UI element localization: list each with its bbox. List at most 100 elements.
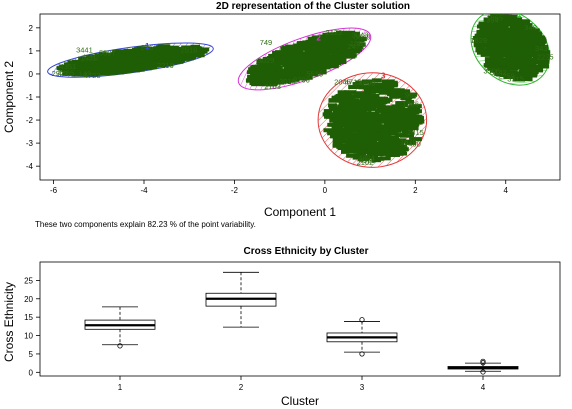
cluster-4-point bbox=[534, 39, 547, 44]
cluster-1-point bbox=[62, 65, 76, 70]
cluster-3-point bbox=[381, 99, 391, 104]
cluster-3-point bbox=[353, 145, 366, 150]
cluster-1-point bbox=[132, 48, 144, 53]
cluster-3-point bbox=[361, 132, 373, 137]
scatter-y-tick-label: -3 bbox=[26, 139, 34, 148]
cluster-3-point bbox=[364, 121, 373, 126]
cluster-3-point bbox=[385, 152, 397, 157]
box-cluster-4 bbox=[447, 358, 519, 375]
cluster-2-point bbox=[355, 38, 365, 43]
boxplot-x-label: Cluster bbox=[281, 394, 319, 408]
box-cluster-1 bbox=[84, 306, 156, 349]
cluster-3-point bbox=[371, 83, 381, 88]
cluster-4-point bbox=[520, 77, 533, 82]
cluster-3-point bbox=[346, 113, 356, 118]
cluster-4-point bbox=[495, 61, 508, 66]
cluster-3-point bbox=[393, 143, 404, 148]
scatter-panel: 2D representation of the Cluster solutio… bbox=[2, 1, 561, 219]
cluster-2-point-label: 3029 bbox=[258, 56, 275, 65]
cluster-3-point bbox=[337, 97, 350, 102]
cluster-2-point bbox=[257, 58, 270, 63]
cluster-1-point bbox=[84, 70, 97, 75]
boxplot-y-label: Cross Ethnicity bbox=[2, 282, 16, 362]
cluster-3-point bbox=[350, 128, 362, 133]
cluster-2-point bbox=[323, 58, 333, 63]
cluster-2-point bbox=[321, 62, 334, 67]
cluster-2-point bbox=[259, 61, 272, 66]
cluster-4-point bbox=[510, 44, 522, 49]
cluster-3-point bbox=[375, 149, 385, 154]
cluster-3-point bbox=[355, 82, 364, 87]
cluster-3-point bbox=[404, 131, 414, 136]
scatter-clusters: 2922221614311424865559747234351128281613… bbox=[47, 13, 554, 168]
cluster-4-points: 2275 340 3508 1629 2259 354 5142 343 1065 3915 bbox=[470, 13, 553, 84]
boxplot-y-tick-label: 20 bbox=[24, 295, 33, 304]
cluster-1-point bbox=[72, 69, 82, 74]
cluster-2-point bbox=[266, 56, 277, 61]
cluster-2-point bbox=[268, 82, 278, 87]
cluster-3-point bbox=[406, 126, 419, 131]
cluster-1-point bbox=[172, 51, 184, 56]
cluster-4-point bbox=[485, 20, 496, 25]
cluster-2-point-label: 3849 bbox=[354, 32, 371, 41]
cluster-4-point bbox=[498, 24, 508, 29]
cluster-3-point bbox=[358, 103, 370, 108]
cluster-4-point bbox=[536, 64, 550, 69]
cluster-3-point bbox=[360, 95, 374, 100]
cluster-4-point bbox=[498, 70, 510, 75]
cluster-4-point bbox=[494, 50, 504, 55]
cluster-4-point bbox=[491, 53, 502, 58]
cluster-4-point bbox=[531, 53, 545, 58]
cluster-4-point bbox=[511, 72, 524, 77]
cluster-2-point bbox=[260, 78, 273, 83]
cluster-1-point bbox=[92, 71, 103, 76]
box-outlier bbox=[359, 351, 365, 357]
cluster-1-point bbox=[185, 52, 199, 57]
cluster-3-point bbox=[360, 97, 370, 102]
cluster-3-point bbox=[371, 78, 382, 83]
cluster-3-point bbox=[385, 145, 396, 150]
cluster-4-point bbox=[508, 27, 519, 32]
cluster-4-point bbox=[509, 39, 522, 44]
boxplot-plot-frame bbox=[39, 261, 561, 377]
cluster-3-point bbox=[323, 109, 333, 114]
cluster-4-point bbox=[519, 68, 531, 73]
cluster-3-point bbox=[384, 113, 395, 118]
cluster-3-point bbox=[369, 93, 380, 98]
cluster-4-point bbox=[523, 72, 536, 77]
cluster-3-point bbox=[342, 133, 353, 138]
cluster-1-point bbox=[78, 64, 91, 69]
cluster-3-point bbox=[363, 84, 376, 89]
cluster-3-point bbox=[377, 115, 389, 120]
box-cluster-3 bbox=[326, 317, 398, 357]
cluster-4-point-label: 340 bbox=[524, 23, 537, 32]
cluster-3-point-label: 4800 bbox=[359, 79, 376, 88]
cluster-2-point bbox=[297, 58, 308, 63]
cluster-2-point bbox=[330, 61, 342, 66]
scatter-x-label: Component 1 bbox=[264, 205, 336, 219]
cluster-2-point bbox=[339, 45, 353, 50]
cluster-3-point bbox=[367, 151, 376, 156]
cluster-3-point bbox=[381, 117, 395, 122]
cluster-4-point-label: 1065 bbox=[486, 13, 503, 22]
cluster-4-point bbox=[502, 44, 512, 49]
cluster-2-point bbox=[280, 46, 289, 51]
cluster-1-point bbox=[98, 71, 111, 76]
cluster-3-point bbox=[342, 138, 354, 143]
cluster-3-point bbox=[337, 104, 346, 109]
boxplot-x-tick-label: 2 bbox=[239, 383, 244, 392]
cluster-3-point bbox=[335, 128, 347, 133]
cluster-2-point bbox=[302, 45, 315, 50]
cluster-1-point bbox=[112, 70, 122, 75]
cluster-1-point bbox=[95, 62, 106, 67]
cluster-4-point bbox=[481, 35, 491, 40]
cluster-3-point bbox=[353, 153, 362, 158]
cluster-1-point bbox=[88, 60, 99, 65]
cluster-2-point bbox=[263, 64, 272, 69]
boxplot-y-tick-label: 15 bbox=[24, 313, 33, 322]
cluster-3-point bbox=[355, 80, 368, 85]
cluster-4-point bbox=[488, 66, 501, 71]
cluster-3-point bbox=[402, 129, 413, 134]
cluster-3-point bbox=[323, 128, 337, 133]
cluster-4-point bbox=[482, 50, 493, 55]
